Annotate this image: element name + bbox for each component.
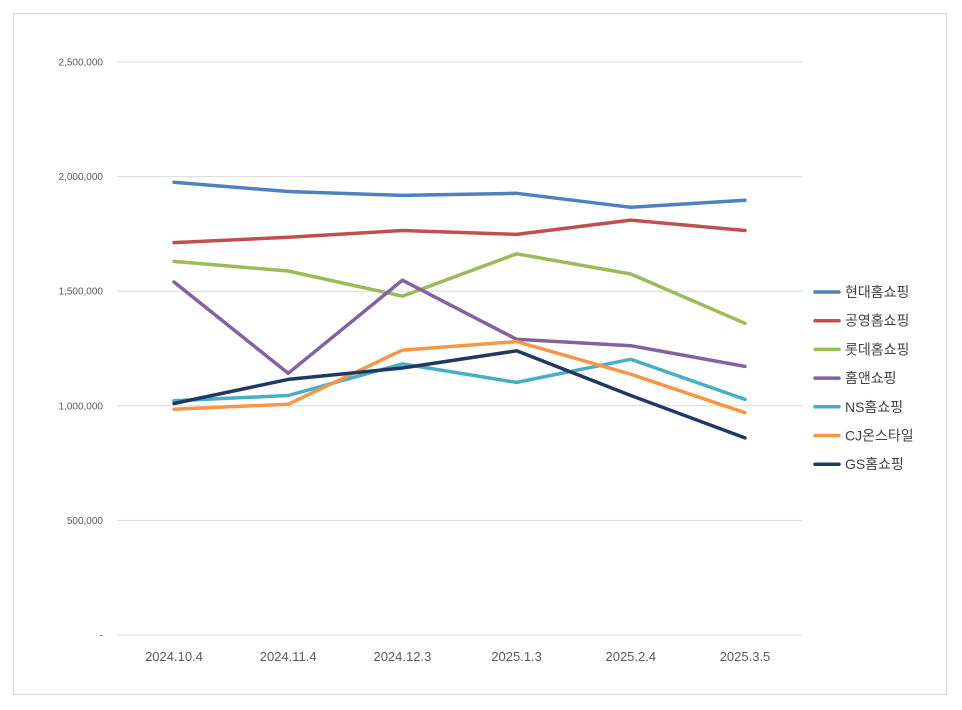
series-line <box>172 278 747 376</box>
legend-label: 홈앤쇼핑 <box>845 370 897 386</box>
x-tick-label: 2024.10.4 <box>145 649 203 664</box>
series-line <box>172 218 747 245</box>
legend-label: 현대홈쇼핑 <box>845 284 909 300</box>
x-tick-label: 2025.3.5 <box>720 649 771 664</box>
x-tick-label: 2025.1.3 <box>491 649 542 664</box>
legend-label: NS홈쇼핑 <box>845 399 903 415</box>
legend-label: CJ온스타일 <box>845 428 914 444</box>
y-axis-ticks: - 500,000 1,000,000 1,500,000 2,000,000 2,500… <box>59 58 104 642</box>
y-tick-label: 2,000,000 <box>59 172 104 183</box>
legend-label: GS홈쇼핑 <box>845 456 904 472</box>
y-tick-label: 1,500,000 <box>59 287 104 298</box>
series-lines <box>172 180 747 440</box>
y-tick-label: 500,000 <box>67 516 104 527</box>
series-line <box>172 180 747 210</box>
legend-label: 롯데홈쇼핑 <box>845 341 909 357</box>
x-tick-label: 2025.2.4 <box>605 649 656 664</box>
x-tick-label: 2024.11.4 <box>260 649 317 664</box>
x-axis-ticks: 2024.10.4 2024.11.4 2024.12.3 2025.1.3 2025.… <box>145 649 770 664</box>
y-tick-label: - <box>100 631 103 642</box>
legend-label: 공영홈쇼핑 <box>845 313 909 329</box>
chart-frame <box>13 13 947 695</box>
series-line <box>172 349 747 440</box>
y-tick-label: 2,500,000 <box>59 58 104 69</box>
gridlines <box>117 61 802 636</box>
y-tick-label: 1,000,000 <box>59 401 104 412</box>
series-line <box>172 357 747 403</box>
series-line <box>172 252 747 326</box>
series-line <box>172 339 747 415</box>
x-tick-label: 2024.12.3 <box>373 649 431 664</box>
